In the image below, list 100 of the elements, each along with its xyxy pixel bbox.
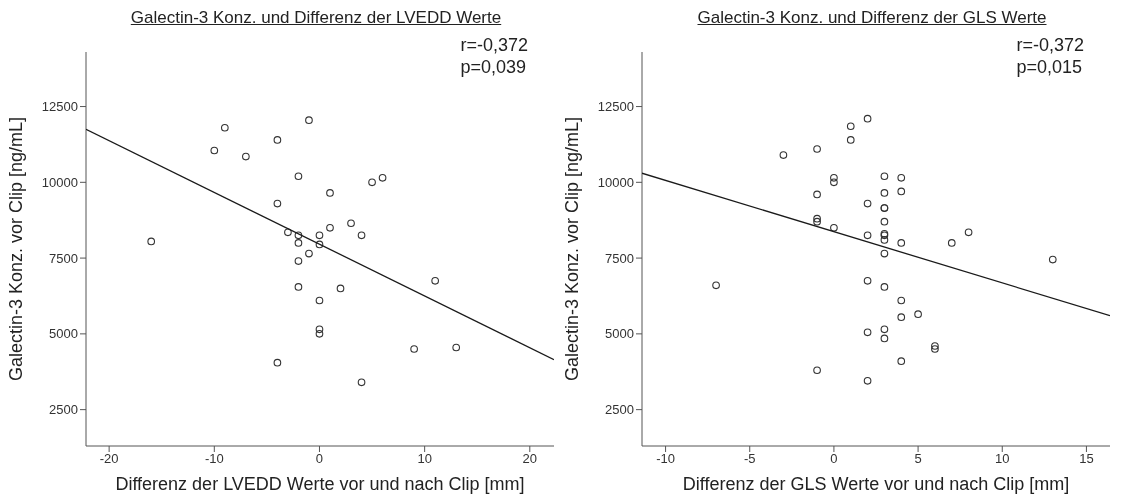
point [813,145,821,153]
point [830,178,838,187]
point [813,366,821,375]
point [315,330,324,338]
point [897,357,906,365]
y-tick-label: 12500 [597,99,634,115]
y-tick-label: 7500 [49,250,78,266]
point [880,249,889,258]
point [880,236,889,244]
point [880,189,889,197]
x-tick-label: 0 [830,451,838,467]
point [897,173,906,182]
point [914,310,922,319]
point [947,239,956,247]
point [863,231,872,240]
point [410,345,418,353]
point [846,122,855,131]
point [897,187,906,196]
y-tick-label: 12500 [41,99,78,115]
point [315,296,324,305]
point [880,334,889,343]
x-tick-label: -5 [743,451,756,467]
point [210,146,219,155]
point [431,276,440,285]
point [880,325,889,334]
point [357,378,366,387]
point [897,239,906,247]
chart-title: Galectin-3 Konz. und Differenz der LVEDD Werte [129,8,503,29]
x-tick-label: 10 [995,451,1010,467]
annotation: p=0,015 [1016,56,1084,78]
x-tick-label: -10 [656,451,675,467]
x-tick-label: 0 [315,451,324,467]
point [326,223,334,232]
point [294,239,303,247]
point [305,249,313,258]
y-tick-label: 5000 [49,326,78,342]
point [368,178,376,187]
annotation: r=-0,372 [460,34,528,56]
point [378,173,387,182]
point [813,190,821,199]
point [315,231,324,240]
point [813,217,821,226]
x-axis-title: Differenz der GLS Werte vor und nach Clip [mm] [682,474,1070,494]
point [880,217,889,226]
point [813,214,821,223]
x-tick-label: 15 [1079,451,1094,467]
x-tick-label: -10 [204,451,224,467]
y-tick-label: 5000 [605,326,634,342]
point [1048,255,1057,264]
point [357,231,366,240]
point [273,199,282,208]
y-tick-label: 10000 [41,174,78,190]
point [846,136,855,144]
point [830,173,838,182]
point [452,343,461,352]
x-axis-title: Differenz der LVEDD Werte vor und nach Clip [mm] [115,474,525,494]
point [863,276,872,285]
point [897,313,906,322]
point [242,152,250,161]
point [315,325,324,334]
x-tick-label: 10 [417,451,432,467]
point [294,172,303,181]
point [326,189,334,197]
y-axis-title: Galectin-3 Konz. vor Clip [ng/mL] [562,116,583,382]
point [863,328,872,337]
point [315,240,324,249]
chart-title: Galectin-3 Konz. und Differenz der GLS Werte [696,8,1048,29]
y-tick-label: 7500 [605,250,634,266]
point [305,116,313,125]
point [336,284,345,293]
point [284,228,292,237]
point [931,342,939,350]
point [863,376,872,385]
annotation: p=0,039 [460,56,528,78]
y-axis-title: Galectin-3 Konz. vor Clip [ng/mL] [6,116,27,382]
point [712,281,720,290]
point [294,257,303,265]
x-tick-label: -20 [99,451,119,467]
point [863,199,872,208]
x-tick-label: 5 [914,451,922,467]
x-tick-label: 20 [522,451,538,467]
y-tick-label: 10000 [597,174,634,190]
point [147,237,156,246]
point [347,219,355,228]
y-tick-label: 2500 [605,402,634,418]
point [863,114,872,123]
point [220,123,229,132]
point [897,296,906,305]
annotation: r=-0,372 [1016,34,1084,56]
point [880,172,889,181]
point [294,283,303,291]
point [779,151,788,159]
point [931,345,939,353]
point [273,136,282,144]
point [294,231,303,240]
y-tick-label: 2500 [49,402,78,418]
point [273,358,282,367]
point [830,223,838,232]
point [964,228,973,237]
point [880,283,889,291]
